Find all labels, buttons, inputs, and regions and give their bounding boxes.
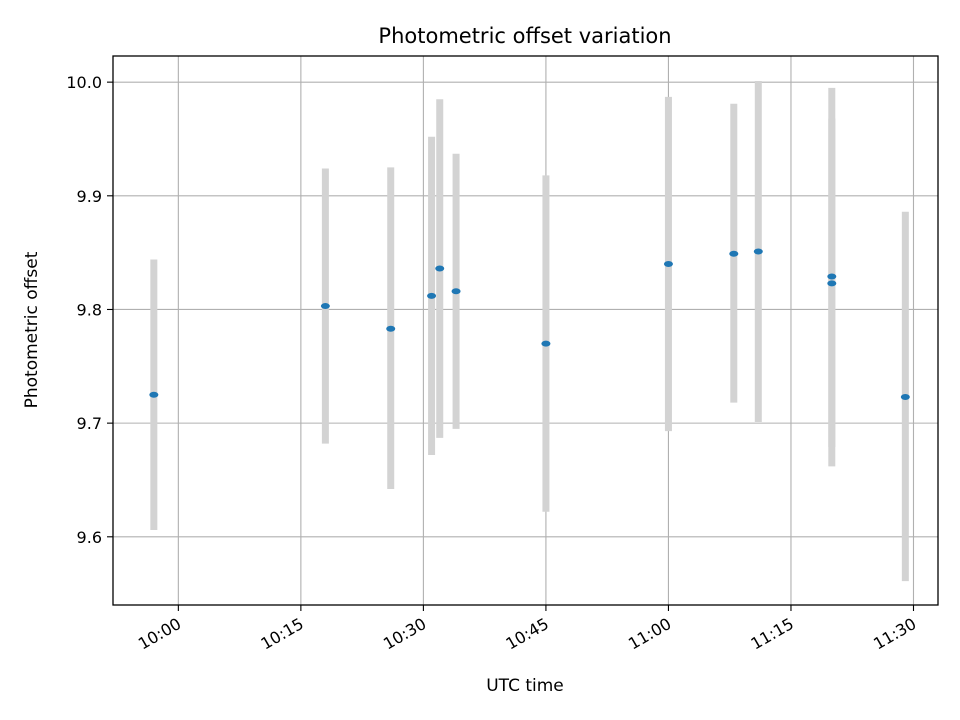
- y-tick-label: 9.9: [77, 187, 102, 206]
- x-tick-label: 11:15: [748, 614, 797, 654]
- plot-frame: [112, 55, 939, 606]
- grid-lines: [113, 56, 938, 605]
- data-points: [149, 248, 910, 400]
- data-point: [827, 280, 837, 287]
- data-point: [451, 288, 461, 295]
- x-tick-label: 11:00: [625, 614, 674, 654]
- error-bars: [150, 81, 909, 582]
- data-point: [827, 273, 837, 280]
- data-point: [541, 340, 551, 347]
- y-tick-label: 10.0: [66, 73, 102, 92]
- data-point: [149, 391, 159, 398]
- y-axis-label: Photometric offset: [22, 251, 42, 408]
- y-tick-label: 9.6: [77, 528, 102, 547]
- x-axis-ticks: 10:00 10:15 10:30 10:45 11:00 11:15 11:30: [135, 605, 919, 654]
- data-point: [435, 265, 445, 272]
- data-point: [753, 248, 763, 255]
- chart-title: Photometric offset variation: [378, 24, 671, 48]
- x-tick-label: 11:30: [870, 614, 919, 654]
- y-tick-label: 9.7: [77, 414, 102, 433]
- x-tick-label: 10:45: [502, 614, 551, 654]
- data-point: [427, 292, 437, 299]
- y-tick-label: 9.8: [77, 300, 102, 319]
- data-point: [729, 250, 739, 257]
- y-axis-ticks: 9.6 9.7 9.8 9.9 10.0: [66, 73, 113, 547]
- x-tick-label: 10:30: [380, 614, 429, 654]
- x-axis-label: UTC time: [486, 676, 564, 696]
- data-point: [900, 393, 910, 400]
- x-tick-label: 10:15: [257, 614, 306, 654]
- data-point: [663, 261, 673, 268]
- x-tick-label: 10:00: [135, 614, 184, 654]
- data-point: [386, 325, 396, 332]
- data-point: [320, 303, 330, 310]
